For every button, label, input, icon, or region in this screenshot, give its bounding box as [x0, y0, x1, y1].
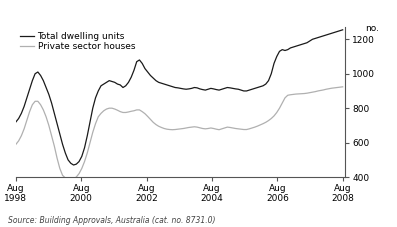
Total dwelling units — [104, 81, 109, 84]
Private sector houses — [274, 111, 279, 114]
Total dwelling units — [340, 28, 345, 31]
Total dwelling units — [274, 55, 279, 58]
Legend: Total dwelling units, Private sector houses: Total dwelling units, Private sector hou… — [20, 32, 135, 51]
Private sector houses — [332, 86, 337, 89]
Y-axis label: no.: no. — [365, 24, 379, 33]
Private sector houses — [197, 126, 202, 129]
Private sector houses — [241, 128, 246, 131]
Private sector houses — [104, 108, 109, 110]
Total dwelling units — [71, 164, 76, 166]
Text: Source: Building Approvals, Australia (cat. no. 8731.0): Source: Building Approvals, Australia (c… — [8, 216, 216, 225]
Total dwelling units — [241, 90, 246, 92]
Private sector houses — [68, 178, 73, 180]
Private sector houses — [340, 85, 345, 88]
Total dwelling units — [197, 88, 202, 90]
Line: Total dwelling units: Total dwelling units — [16, 30, 343, 165]
Private sector houses — [13, 143, 18, 146]
Total dwelling units — [85, 134, 90, 137]
Total dwelling units — [332, 31, 337, 34]
Private sector houses — [85, 152, 90, 154]
Total dwelling units — [13, 121, 18, 123]
Line: Private sector houses: Private sector houses — [16, 87, 343, 179]
